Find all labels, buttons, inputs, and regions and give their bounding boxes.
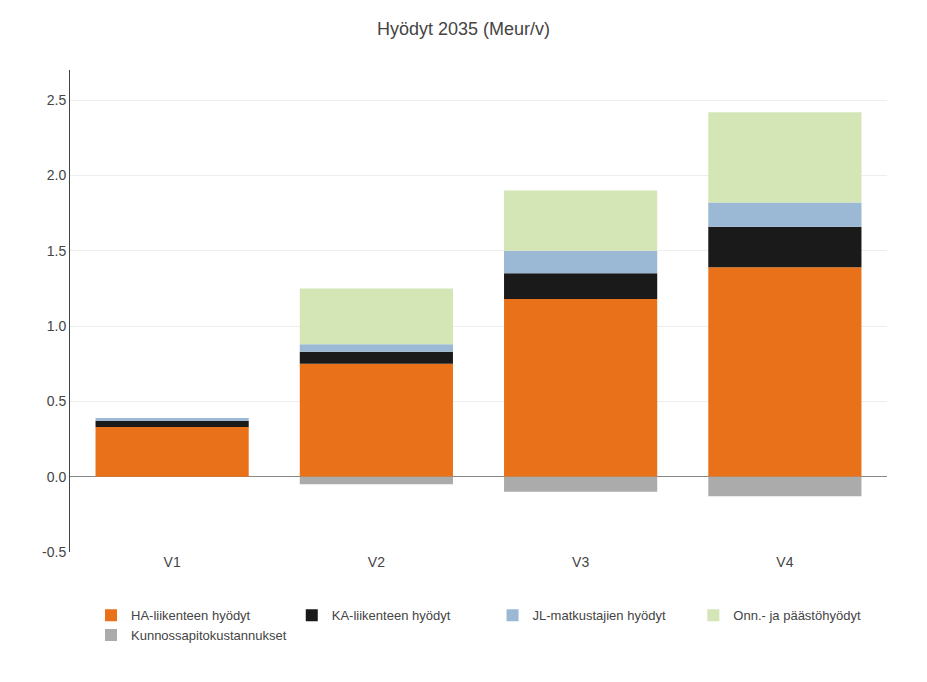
- svg-text:1.0: 1.0: [47, 318, 67, 334]
- svg-text:2.5: 2.5: [47, 92, 67, 108]
- svg-text:V1: V1: [164, 554, 181, 570]
- svg-text:V4: V4: [776, 554, 793, 570]
- svg-text:Kunnossapitokustannukset: Kunnossapitokustannukset: [131, 628, 287, 643]
- svg-text:Onn.- ja päästöhyödyt: Onn.- ja päästöhyödyt: [733, 608, 861, 623]
- svg-text:Hyödyt 2035 (Meur/v): Hyödyt 2035 (Meur/v): [377, 19, 550, 39]
- svg-text:0.0: 0.0: [47, 469, 67, 485]
- svg-text:V2: V2: [368, 554, 385, 570]
- svg-text:0.5: 0.5: [47, 393, 67, 409]
- svg-text:JL-matkustajien hyödyt: JL-matkustajien hyödyt: [533, 608, 666, 623]
- svg-text:2.0: 2.0: [47, 167, 67, 183]
- svg-text:V3: V3: [572, 554, 589, 570]
- svg-text:KA-liikenteen hyödyt: KA-liikenteen hyödyt: [332, 608, 451, 623]
- svg-text:1.5: 1.5: [47, 243, 67, 259]
- svg-text:-0.5: -0.5: [42, 544, 66, 560]
- svg-text:HA-liikenteen hyödyt: HA-liikenteen hyödyt: [131, 608, 251, 623]
